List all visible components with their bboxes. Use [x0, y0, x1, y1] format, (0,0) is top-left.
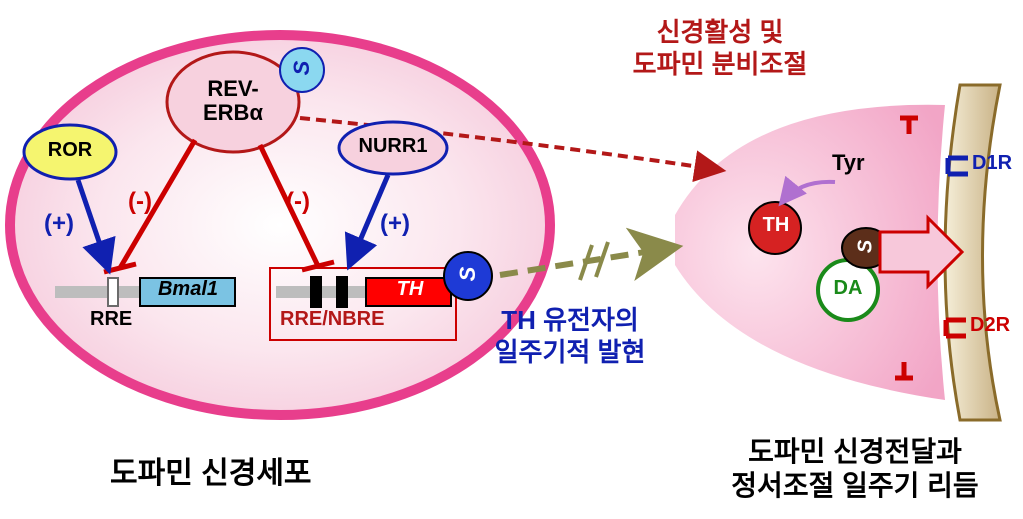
minus-mid: (-) — [128, 188, 152, 216]
rev-erb-line1: REV- — [188, 76, 278, 102]
s-blue-text: S — [455, 262, 481, 286]
da-circle-text: DA — [824, 277, 872, 300]
d2r-label: D2R — [970, 314, 1010, 337]
plus-right: (+) — [380, 210, 410, 238]
nurr1-text: NURR1 — [346, 135, 440, 158]
plus-left: (+) — [44, 210, 74, 238]
d1r-label: D1R — [972, 152, 1012, 175]
rev-erb-line2: ERBα — [188, 100, 278, 126]
minus-right: (-) — [286, 188, 310, 216]
terminal-label-line2: 정서조절 일주기 리듬 — [690, 464, 1020, 504]
title-top-line2: 도파민 분비조절 — [560, 44, 880, 81]
bmal1-gene-text: Bmal1 — [142, 278, 234, 301]
s-cyan-text: S — [289, 55, 315, 81]
cell-body-label: 도파민 신경세포 — [110, 448, 312, 492]
tyr-label: Tyr — [832, 150, 865, 176]
bmal1-rre-tick — [108, 278, 118, 306]
ror-text: ROR — [36, 139, 104, 162]
th-rre-nbre-label: RRE/NBRE — [280, 308, 384, 331]
th-caption-line2: 일주기적 발현 — [460, 332, 680, 369]
bmal1-rre-label: RRE — [90, 308, 132, 331]
th-tick-2 — [336, 276, 348, 308]
s-brown-text: S — [855, 235, 878, 259]
th-gene-text: TH — [372, 278, 448, 301]
th-circle-text: TH — [756, 214, 796, 237]
th-tick-1 — [310, 276, 322, 308]
